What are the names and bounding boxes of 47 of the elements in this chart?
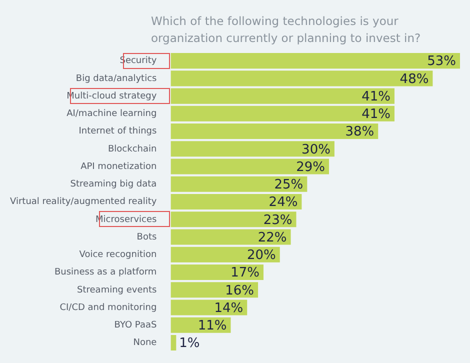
data-label: 25% <box>274 178 304 193</box>
bar <box>170 282 258 298</box>
data-label: 17% <box>230 266 260 281</box>
bar <box>170 141 334 157</box>
bar <box>170 264 264 280</box>
data-label: 14% <box>214 300 244 316</box>
bar <box>170 335 176 351</box>
chart-title: Which of the following technologies is your organization currently or planning to invest in? <box>151 13 422 47</box>
data-label: 38% <box>345 124 374 140</box>
y-tick-label: Big data/analytics <box>76 74 158 84</box>
data-label: 41% <box>362 107 390 122</box>
bar <box>170 106 394 122</box>
bar <box>170 124 378 140</box>
data-label: 1% <box>179 336 200 352</box>
y-tick-label: Streaming big data <box>70 180 157 190</box>
bar <box>170 70 433 86</box>
bar <box>170 88 394 104</box>
bar <box>170 194 302 210</box>
bar <box>170 53 460 69</box>
data-label: 22% <box>258 230 287 246</box>
y-tick-label: Voice recognition <box>79 250 157 260</box>
data-label: 30% <box>302 142 330 158</box>
y-tick-label: API monetization <box>80 162 157 172</box>
data-label: 53% <box>427 54 456 70</box>
y-tick-label: Business as a platform <box>54 268 157 278</box>
y-tick-label: Blockchain <box>108 144 157 154</box>
data-label: 11% <box>198 318 227 334</box>
bar <box>170 212 296 228</box>
y-tick-label: Virtual reality/augmented reality <box>10 197 158 208</box>
y-tick-label: Internet of things <box>78 126 157 137</box>
y-tick-label: Bots <box>136 232 158 242</box>
y-tick-label: BYO PaaS <box>114 320 157 331</box>
data-label: 20% <box>246 248 276 264</box>
bar <box>170 158 329 174</box>
data-label: 48% <box>400 72 429 87</box>
bar <box>170 176 308 192</box>
data-label: 29% <box>296 160 325 175</box>
y-tick-label: CI/CD and monitoring <box>60 302 157 313</box>
data-label: 16% <box>225 283 254 298</box>
data-label: 24% <box>268 195 298 210</box>
bar <box>170 229 291 245</box>
bar <box>170 246 280 262</box>
y-tick-label: AI/machine learning <box>66 109 157 120</box>
data-label: 23% <box>263 212 292 228</box>
data-label: 41% <box>362 89 390 104</box>
y-tick-label: Streaming events <box>77 285 158 296</box>
y-tick-label: None <box>133 338 158 348</box>
